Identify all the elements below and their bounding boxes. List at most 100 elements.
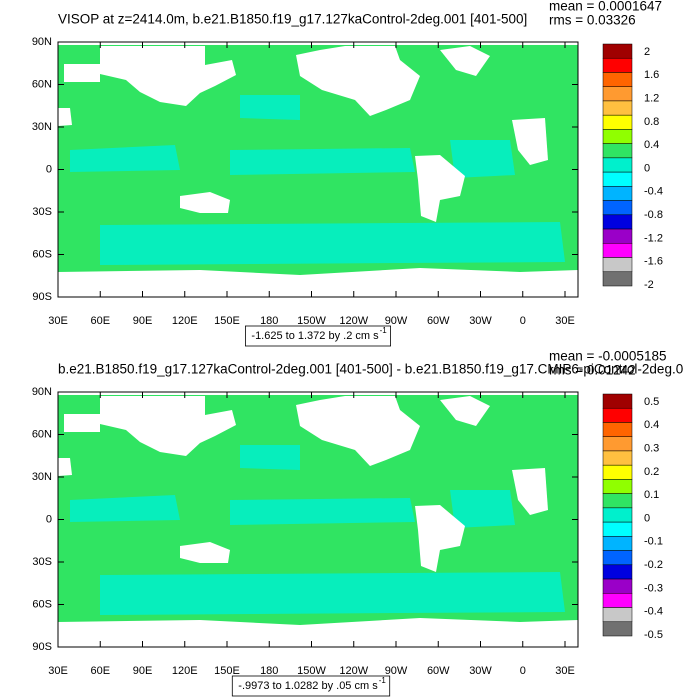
colorbar-box xyxy=(602,157,633,173)
land xyxy=(64,414,100,432)
colorbar-box xyxy=(602,129,633,144)
lat-label: 0 xyxy=(46,513,52,525)
colorbar-box xyxy=(602,607,633,623)
lon-label: 30E xyxy=(555,315,575,327)
land xyxy=(180,542,230,563)
colorbar-label: 0.8 xyxy=(644,116,659,128)
colorbar-box xyxy=(602,393,633,409)
land xyxy=(58,458,72,476)
rms-label: rms = 0.01242 xyxy=(549,363,636,378)
lon-label: 120W xyxy=(339,315,368,327)
land xyxy=(180,192,230,213)
cyan-region xyxy=(240,95,300,120)
lon-label: 90W xyxy=(385,315,408,327)
colorbar-box xyxy=(602,57,633,73)
colorbar-label: -0.4 xyxy=(644,186,663,198)
lon-label: 60W xyxy=(427,315,450,327)
mean-label: mean = 0.0001647 xyxy=(549,0,662,14)
lat-label: 30S xyxy=(32,206,52,218)
range-label: -1.625 to 1.372 by .2 cm s xyxy=(251,330,379,342)
colorbar-box xyxy=(602,214,633,230)
lon-label: 30E xyxy=(555,665,575,677)
colorbar-box xyxy=(602,593,633,608)
colorbar-box xyxy=(602,422,633,437)
lon-label: 30E xyxy=(48,665,68,677)
colorbar-box xyxy=(602,100,633,116)
land xyxy=(512,468,548,515)
lon-label: 60W xyxy=(427,665,450,677)
land xyxy=(100,46,236,106)
cyan-region xyxy=(100,572,565,615)
colorbar-box xyxy=(602,436,633,452)
panel-title: VISOP at z=2414.0m, b.e21.B1850.f19_g17.… xyxy=(58,12,527,27)
colorbar-box xyxy=(602,243,633,258)
lon-label: 180 xyxy=(260,315,278,327)
colorbar-box xyxy=(602,564,633,580)
land xyxy=(440,46,490,76)
lon-label: 90W xyxy=(385,665,408,677)
colorbar-box xyxy=(602,450,633,466)
colorbar-label: -2 xyxy=(644,279,654,291)
colorbar-label: -0.1 xyxy=(644,536,663,548)
cyan-region xyxy=(70,145,180,172)
land xyxy=(100,396,236,456)
colorbar-label: -0.2 xyxy=(644,559,663,571)
range-label: -.9973 to 1.0282 by .05 cm s xyxy=(238,680,378,692)
colorbar-label: 0.1 xyxy=(644,489,659,501)
cyan-region xyxy=(100,222,565,265)
lat-label: 90S xyxy=(32,641,52,653)
lat-label: 60N xyxy=(32,428,52,440)
colorbar-label: -0.8 xyxy=(644,209,663,221)
colorbar-box xyxy=(602,536,633,551)
colorbar-box xyxy=(602,86,633,102)
colorbar-box xyxy=(602,550,633,566)
lon-label: 150E xyxy=(214,665,240,677)
colorbar-label: -1.6 xyxy=(644,256,663,268)
cyan-region xyxy=(70,495,180,522)
land xyxy=(440,396,490,426)
colorbar-box xyxy=(602,171,633,187)
colorbar-box xyxy=(602,407,633,423)
panel-title: b.e21.B1850.f19_g17.127kaControl-2deg.00… xyxy=(58,362,683,377)
range-exponent: -1 xyxy=(380,326,388,335)
colorbar-label: -0.4 xyxy=(644,606,663,618)
lat-label: 90N xyxy=(32,36,52,48)
range-exponent: -1 xyxy=(379,676,387,685)
lon-label: 60E xyxy=(90,315,110,327)
colorbar-label: -0.3 xyxy=(644,582,663,594)
colorbar-box xyxy=(602,578,633,594)
land xyxy=(415,155,465,222)
lat-label: 60S xyxy=(32,598,52,610)
lat-label: 60S xyxy=(32,248,52,260)
colorbar-label: 0.3 xyxy=(644,443,659,455)
land xyxy=(296,396,420,466)
colorbar-box xyxy=(602,200,633,216)
colorbar-label: 1.6 xyxy=(644,69,659,81)
lon-label: 120W xyxy=(339,665,368,677)
lon-label: 150W xyxy=(297,315,326,327)
land xyxy=(64,64,100,82)
lon-label: 30W xyxy=(469,665,492,677)
colorbar-label: -0.5 xyxy=(644,629,663,641)
cyan-region xyxy=(450,490,515,528)
lon-label: 30W xyxy=(469,315,492,327)
lon-label: 0 xyxy=(520,315,526,327)
map-panel: VISOP at z=2414.0m, b.e21.B1850.f19_g17.… xyxy=(32,0,663,347)
colorbar-box xyxy=(602,186,633,201)
lon-label: 120E xyxy=(172,315,198,327)
colorbar-label: 0 xyxy=(644,512,650,524)
land xyxy=(58,108,72,126)
lon-label: 180 xyxy=(260,665,278,677)
map-panel: b.e21.B1850.f19_g17.127kaControl-2deg.00… xyxy=(32,349,683,697)
colorbar-box xyxy=(602,228,633,244)
land xyxy=(58,618,578,647)
colorbar-box xyxy=(602,493,633,509)
colorbar-label: 0.5 xyxy=(644,396,659,408)
colorbar-label: 0.4 xyxy=(644,419,659,431)
colorbar-box xyxy=(602,257,633,273)
lat-label: 60N xyxy=(32,78,52,90)
lon-label: 90E xyxy=(133,665,153,677)
colorbar-label: 1.2 xyxy=(644,93,659,105)
